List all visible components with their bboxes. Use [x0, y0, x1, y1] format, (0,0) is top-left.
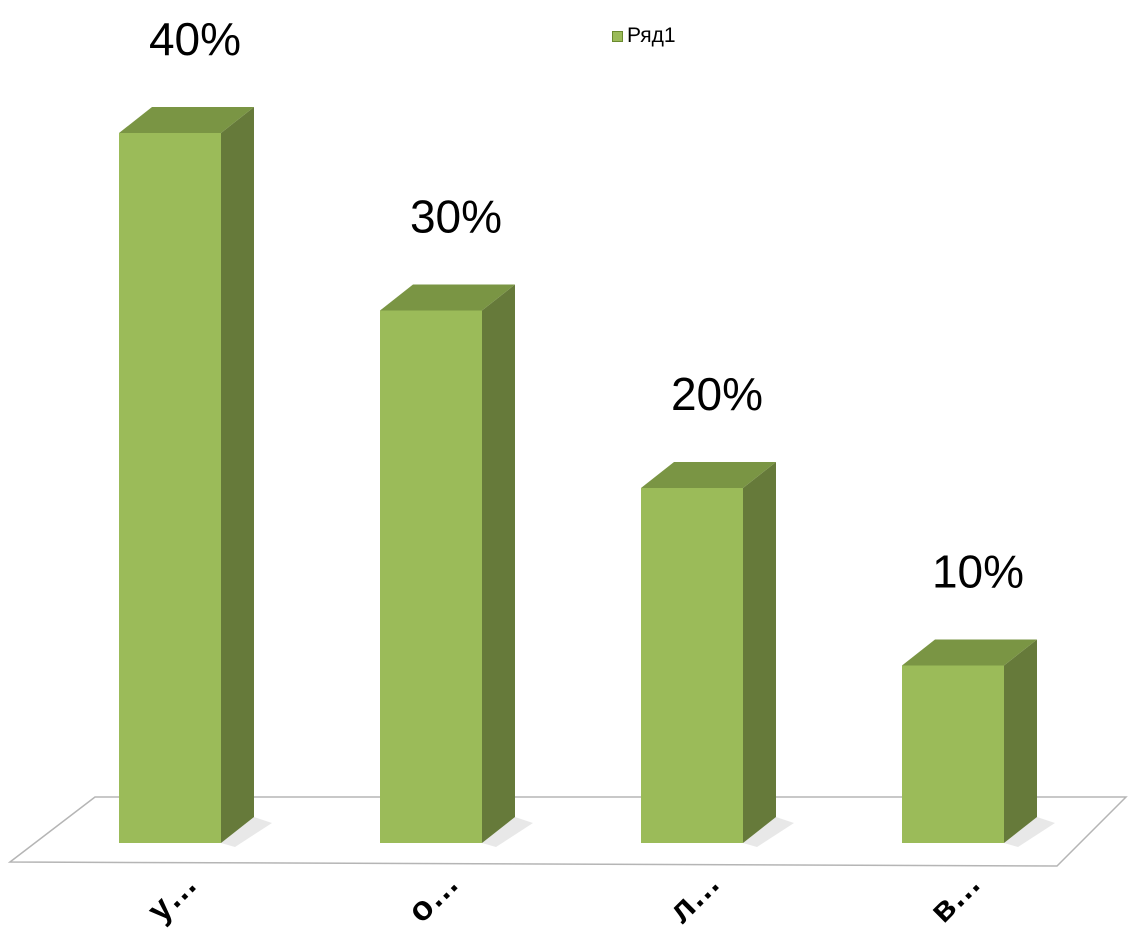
bar-side — [482, 284, 515, 843]
category-label: л… — [661, 864, 727, 929]
data-label: 30% — [410, 191, 502, 243]
category-label: о… — [400, 864, 466, 929]
bar-top — [641, 462, 776, 488]
bar-front — [380, 310, 482, 843]
bar-shadow — [743, 817, 794, 847]
bar-shadow — [221, 817, 272, 847]
bar — [902, 639, 1055, 847]
bars-group — [119, 107, 1055, 847]
legend-swatch — [612, 30, 623, 42]
chart-floor — [7, 796, 1128, 867]
category-label: в… — [922, 864, 988, 929]
bar — [119, 107, 272, 847]
category-labels-group: у… о… л… в… — [140, 864, 988, 929]
bar-top — [902, 639, 1037, 666]
data-labels-group: 40% 30% 20% 10% — [149, 13, 1024, 598]
data-label: 20% — [671, 368, 763, 420]
bar-side — [221, 107, 254, 843]
bar-top — [119, 107, 254, 133]
bar-shadow — [1004, 817, 1055, 847]
legend: Ряд1 — [612, 24, 676, 48]
bar-top — [380, 284, 515, 311]
category-label: у… — [140, 865, 204, 929]
bar-front — [119, 133, 221, 843]
bar-front — [641, 488, 743, 843]
bar-side — [1004, 639, 1037, 843]
data-label: 10% — [932, 546, 1024, 598]
data-label: 40% — [149, 13, 241, 65]
bar — [641, 462, 794, 847]
bar-front — [902, 665, 1004, 843]
bar-shadow — [482, 817, 533, 847]
bar-side — [743, 462, 776, 843]
bar — [380, 284, 533, 847]
legend-series-name: Ряд1 — [627, 24, 676, 47]
